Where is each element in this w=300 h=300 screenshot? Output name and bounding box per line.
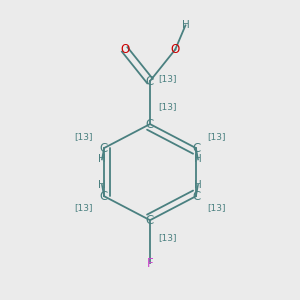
Text: [13]: [13] bbox=[158, 233, 177, 242]
Text: [13]: [13] bbox=[158, 74, 177, 83]
Text: O: O bbox=[171, 43, 180, 56]
Text: C: C bbox=[146, 214, 154, 227]
Text: [13]: [13] bbox=[207, 132, 226, 141]
Text: [13]: [13] bbox=[74, 203, 93, 212]
Text: O: O bbox=[120, 43, 129, 56]
Text: C: C bbox=[146, 75, 154, 88]
Text: [13]: [13] bbox=[158, 102, 177, 111]
Text: C: C bbox=[192, 142, 200, 154]
Text: C: C bbox=[100, 190, 108, 203]
Text: H: H bbox=[182, 20, 189, 30]
Text: [13]: [13] bbox=[74, 132, 93, 141]
Text: H: H bbox=[194, 180, 202, 190]
Text: C: C bbox=[146, 118, 154, 130]
Text: C: C bbox=[192, 190, 200, 203]
Text: C: C bbox=[100, 142, 108, 154]
Text: H: H bbox=[194, 154, 202, 164]
Text: H: H bbox=[98, 180, 106, 190]
Text: F: F bbox=[147, 257, 153, 270]
Text: H: H bbox=[98, 154, 106, 164]
Text: [13]: [13] bbox=[207, 203, 226, 212]
